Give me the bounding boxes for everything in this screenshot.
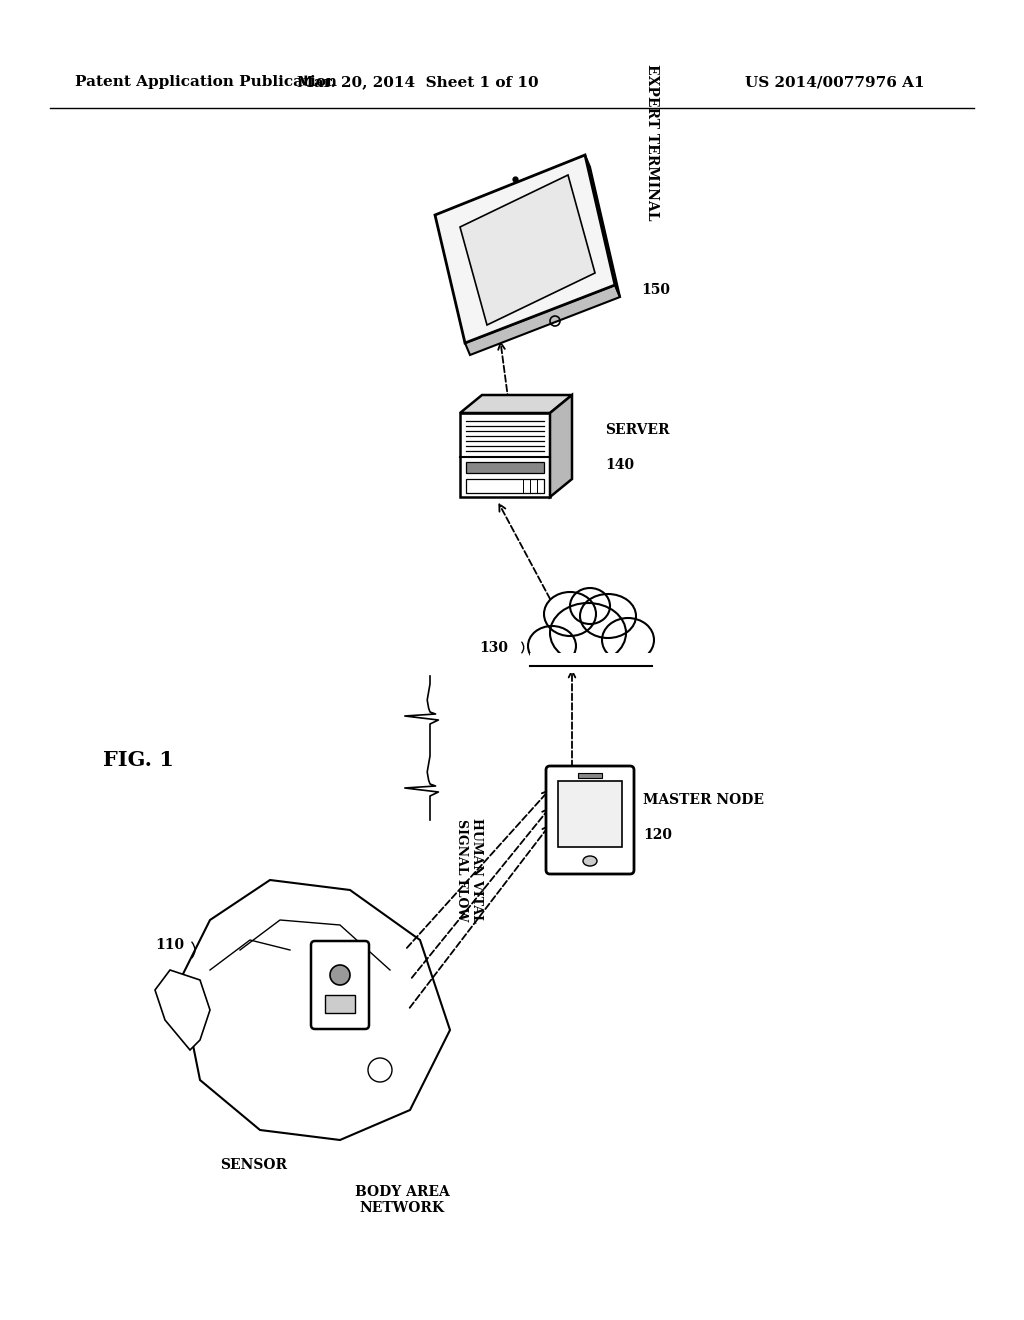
FancyBboxPatch shape bbox=[546, 766, 634, 874]
Polygon shape bbox=[530, 653, 652, 673]
Text: 110: 110 bbox=[155, 939, 184, 952]
Polygon shape bbox=[460, 413, 550, 498]
Text: BODY AREA
NETWORK: BODY AREA NETWORK bbox=[355, 1185, 450, 1216]
Ellipse shape bbox=[550, 603, 626, 663]
Text: HUMAN VITAL
SIGNAL FLOW: HUMAN VITAL SIGNAL FLOW bbox=[455, 817, 483, 923]
Ellipse shape bbox=[570, 587, 610, 624]
Bar bbox=[558, 781, 622, 847]
FancyBboxPatch shape bbox=[311, 941, 369, 1030]
Polygon shape bbox=[466, 462, 544, 473]
Ellipse shape bbox=[528, 626, 575, 667]
Text: 130: 130 bbox=[479, 642, 508, 655]
Text: 150: 150 bbox=[641, 282, 671, 297]
Text: EXPERT TERMINAL: EXPERT TERMINAL bbox=[645, 63, 659, 220]
Polygon shape bbox=[155, 970, 210, 1049]
Bar bbox=[325, 995, 355, 1012]
Polygon shape bbox=[585, 154, 620, 297]
Circle shape bbox=[330, 965, 350, 985]
Polygon shape bbox=[466, 479, 544, 492]
Text: MASTER NODE: MASTER NODE bbox=[643, 793, 764, 807]
Polygon shape bbox=[465, 285, 620, 355]
Bar bbox=[578, 774, 602, 777]
Text: FIG. 1: FIG. 1 bbox=[102, 750, 173, 770]
Polygon shape bbox=[435, 154, 615, 343]
Text: 120: 120 bbox=[643, 828, 672, 842]
Text: NETWORK: NETWORK bbox=[552, 623, 628, 636]
Ellipse shape bbox=[602, 618, 654, 663]
Text: Mar. 20, 2014  Sheet 1 of 10: Mar. 20, 2014 Sheet 1 of 10 bbox=[297, 75, 539, 88]
Polygon shape bbox=[460, 176, 595, 325]
Polygon shape bbox=[460, 395, 572, 413]
Text: Patent Application Publication: Patent Application Publication bbox=[75, 75, 337, 88]
Text: SERVER: SERVER bbox=[605, 422, 670, 437]
Ellipse shape bbox=[583, 855, 597, 866]
Text: US 2014/0077976 A1: US 2014/0077976 A1 bbox=[745, 75, 925, 88]
Text: 140: 140 bbox=[605, 458, 634, 473]
Ellipse shape bbox=[544, 591, 596, 636]
Polygon shape bbox=[530, 653, 652, 667]
Ellipse shape bbox=[580, 594, 636, 638]
Polygon shape bbox=[180, 880, 450, 1140]
Polygon shape bbox=[550, 395, 572, 498]
Text: SENSOR: SENSOR bbox=[220, 1158, 287, 1172]
